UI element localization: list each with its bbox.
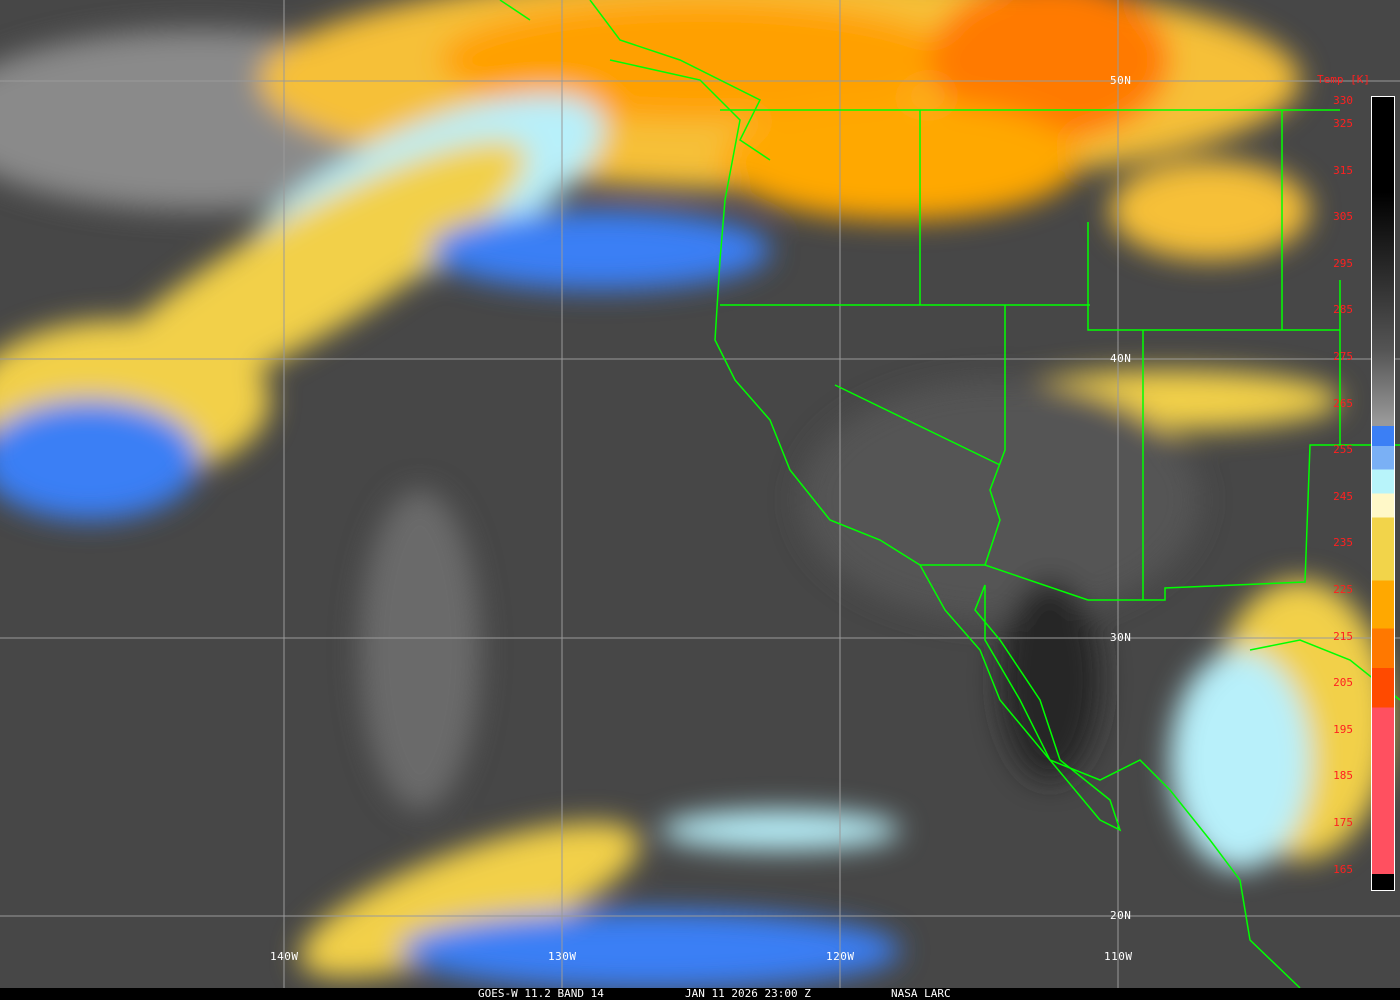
colorbar-tick: 330 [1333, 94, 1353, 107]
colorbar-title: Temp [K] [1317, 73, 1370, 86]
caption-datetime: JAN 11 2026 23:00 Z [685, 987, 811, 1000]
lon-label-130w: 130W [548, 950, 577, 963]
colorbar-tick: 305 [1333, 210, 1353, 224]
lon-label-140w: 140W [270, 950, 299, 963]
colorbar-tick: 295 [1333, 256, 1353, 270]
caption-bar: GOES-W 11.2 BAND 14 JAN 11 2026 23:00 Z NA… [0, 988, 1400, 1000]
colorbar-tick: 225 [1333, 583, 1353, 596]
colorbar [1371, 96, 1395, 891]
colorbar-tick: 175 [1333, 816, 1353, 829]
lon-label-110w: 110W [1104, 950, 1133, 963]
colorbar-tick: 275 [1333, 350, 1353, 363]
colorbar-tick: 315 [1333, 163, 1353, 177]
lat-label-20n: 20N [1110, 909, 1132, 922]
colorbar-tick: 195 [1333, 722, 1353, 736]
colorbar-tick: 285 [1333, 303, 1353, 317]
lat-label-50n: 50N [1110, 74, 1132, 87]
colorbar-tick: 165 [1333, 862, 1353, 876]
colorbar-tick: 205 [1333, 676, 1353, 690]
political-boundaries [499, 0, 1400, 989]
colorbar-tick: 265 [1333, 396, 1353, 410]
caption-source: GOES-W 11.2 BAND 14 [478, 987, 604, 1000]
lat-label-40n: 40N [1110, 352, 1132, 365]
lat-label-30n: 30N [1110, 631, 1132, 644]
colorbar-tick: 255 [1333, 443, 1353, 457]
colorbar-tick: 185 [1333, 769, 1353, 783]
colorbar-tick: 325 [1333, 117, 1353, 130]
lon-label-120w: 120W [826, 950, 855, 963]
caption-credit: NASA LARC [891, 987, 951, 1000]
colorbar-tick: 215 [1333, 629, 1353, 643]
colorbar-tick: 235 [1333, 536, 1353, 550]
colorbar-tick: 245 [1333, 489, 1353, 503]
